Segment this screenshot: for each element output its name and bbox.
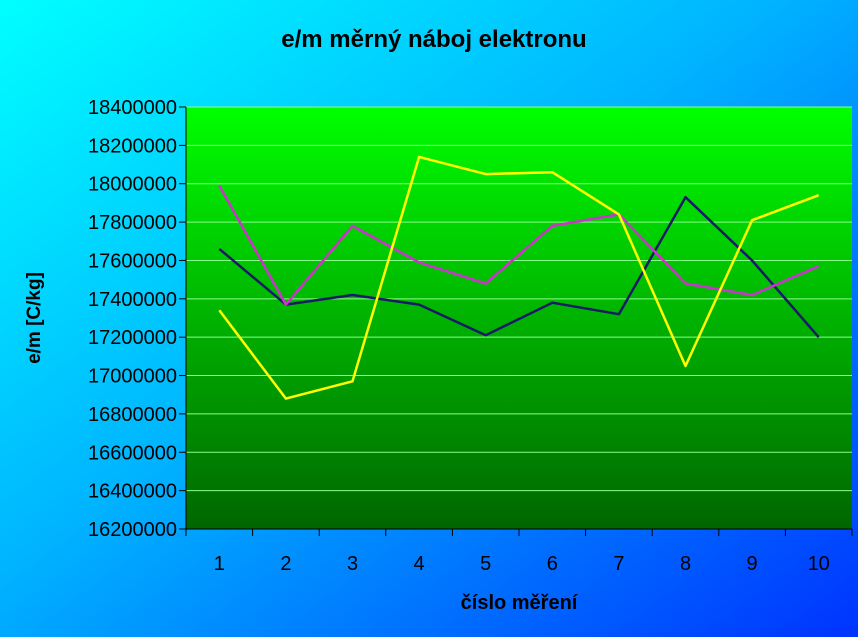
- y-tick-label: 17000000: [88, 366, 177, 388]
- y-tick-label: 18000000: [88, 174, 177, 196]
- series-line-3: [218, 155, 820, 400]
- y-tick-label: 17800000: [88, 212, 177, 234]
- y-tick-label: 16200000: [88, 519, 177, 541]
- x-tick-label: 2: [280, 553, 291, 575]
- series-line-2: [218, 184, 820, 306]
- x-tick-label: 6: [547, 553, 558, 575]
- y-tick-label: 18200000: [88, 135, 177, 157]
- x-tick-label: 1: [214, 553, 225, 575]
- chart-title: e/m měrný náboj elektronu: [281, 26, 587, 53]
- x-tick-label: 9: [747, 553, 758, 575]
- x-tick-label: 3: [347, 553, 358, 575]
- y-tick-label: 17400000: [88, 289, 177, 311]
- x-tick-label: 7: [613, 553, 624, 575]
- y-tick-label: 18400000: [88, 97, 177, 119]
- x-tick-label: 4: [414, 553, 425, 575]
- y-tick-label: 17200000: [88, 327, 177, 349]
- x-tick-label: 10: [808, 553, 830, 575]
- y-tick-label: 17600000: [88, 250, 177, 272]
- y-tick-label: 16400000: [88, 481, 177, 503]
- series-line-1: [218, 195, 820, 339]
- y-tick-label: 16600000: [88, 442, 177, 464]
- x-tick-label: 8: [680, 553, 691, 575]
- x-tick-label: 5: [480, 553, 491, 575]
- y-tick-label: 16800000: [88, 404, 177, 426]
- x-axis-title: číslo měření: [460, 592, 578, 614]
